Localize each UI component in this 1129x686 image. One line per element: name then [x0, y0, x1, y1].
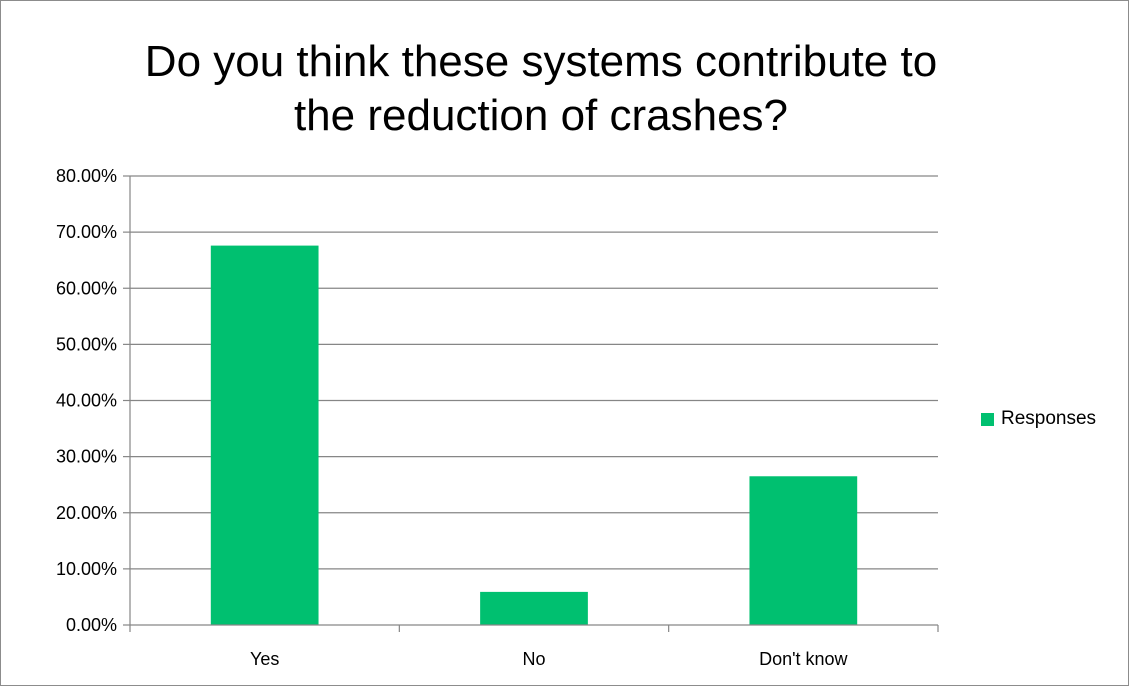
bar: [749, 476, 858, 625]
y-tick-label: 10.00%: [56, 559, 117, 579]
y-tick-label: 40.00%: [56, 391, 117, 411]
bars: [210, 245, 858, 625]
y-tick-label: 20.00%: [56, 503, 117, 523]
legend: Responses: [981, 408, 1096, 430]
x-tick-label: No: [522, 649, 545, 669]
bar: [210, 245, 319, 625]
legend-swatch: [981, 412, 994, 426]
x-tick-label: Yes: [250, 649, 279, 669]
y-tick-label: 50.00%: [56, 334, 117, 354]
legend-label: Responses: [1001, 408, 1097, 429]
y-tick-label: 70.00%: [56, 222, 117, 242]
y-tick-label: 0.00%: [66, 615, 117, 635]
chart-title: Do you think these systems contribute to…: [144, 37, 938, 140]
x-tick-label: Don't know: [759, 649, 848, 669]
y-tick-label: 80.00%: [56, 166, 117, 186]
y-tick-label: 30.00%: [56, 447, 117, 467]
bar: [480, 591, 588, 625]
x-tick-labels: Yes No Don't know: [250, 649, 849, 669]
y-tick-label: 60.00%: [56, 278, 117, 298]
y-tick-labels: 0.00% 10.00% 20.00% 30.00% 40.00% 50.00% 60.00…: [56, 166, 117, 635]
axes: [123, 175, 939, 632]
